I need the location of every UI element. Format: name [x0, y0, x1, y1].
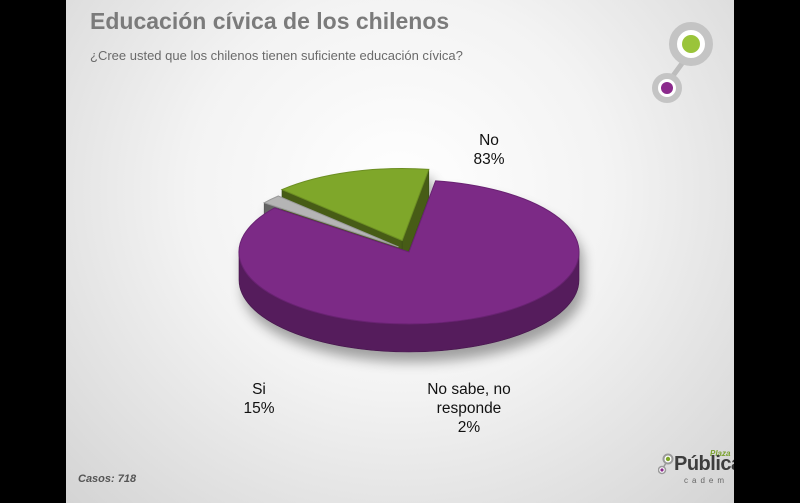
label-ns-line1: No sabe, no [427, 381, 511, 398]
logo-green-dot [682, 35, 700, 53]
label-si-pct: 15% [243, 400, 275, 417]
brand-publica: Pública [674, 453, 734, 475]
chart-subtitle: ¿Cree usted que los chilenos tienen sufi… [90, 48, 463, 63]
label-no-name: No [479, 132, 499, 149]
pie-slice-si [280, 168, 430, 242]
label-no-sabe: No sabe, no responde 2% [404, 380, 534, 437]
cases-note: Casos: 718 [78, 473, 137, 485]
label-no-pct: 83% [473, 151, 505, 168]
chart-title: Educación cívica de los chilenos [90, 8, 450, 34]
brand-plaza: Plaza [710, 449, 731, 458]
slide: Educación cívica de los chilenos ¿Cree u… [66, 0, 734, 503]
brand-cadem: cadem [684, 476, 729, 485]
label-si-name: Si [252, 381, 266, 398]
label-ns-line2: responde [436, 400, 502, 417]
label-si: Si 15% [234, 380, 284, 418]
logo-purple-dot [661, 82, 673, 94]
pie-slice-no-sabe-no-responde [262, 195, 399, 248]
pie-slice-no [238, 180, 580, 325]
label-ns-pct: 2% [457, 419, 481, 436]
pie-chart [238, 168, 580, 353]
cadem-logo-icon [652, 22, 713, 103]
plaza-publica-brand: Plaza Pública cadem [658, 449, 734, 493]
brand-dots-icon [658, 453, 674, 475]
label-no: No 83% [454, 131, 524, 169]
